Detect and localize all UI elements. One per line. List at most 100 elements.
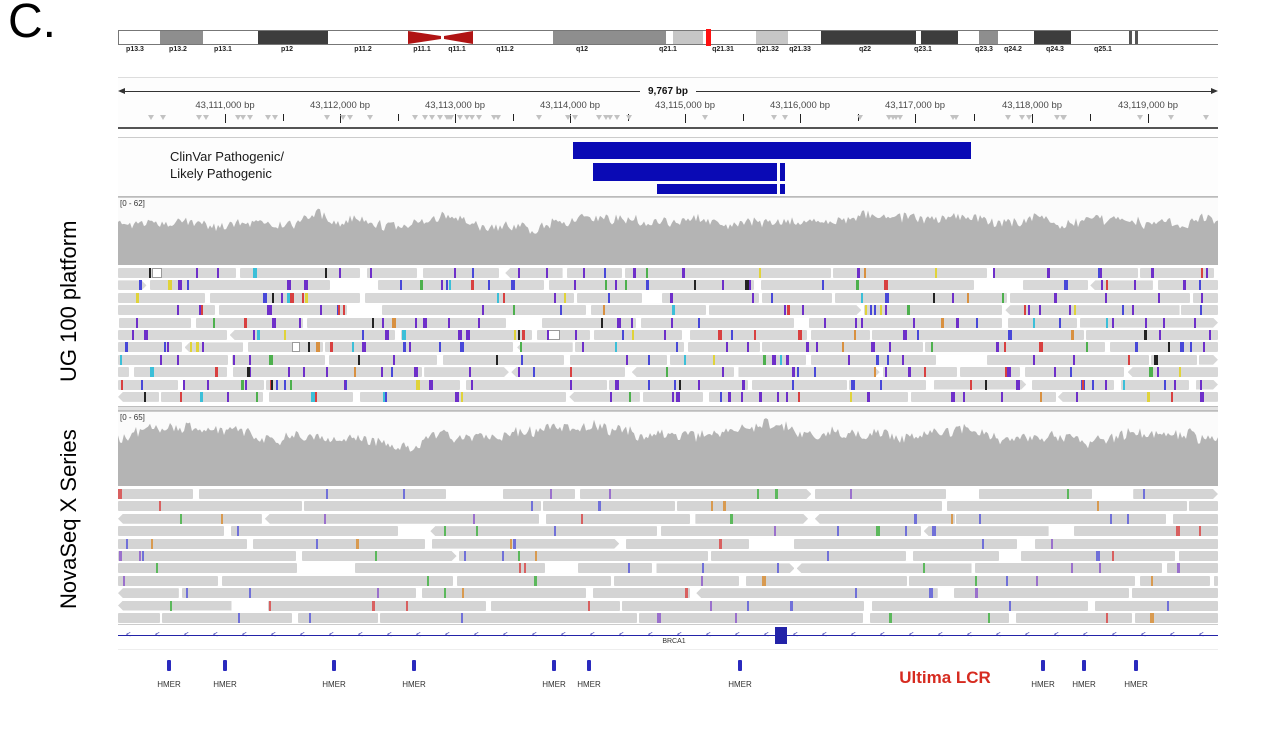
variant-tick xyxy=(912,317,915,328)
variant-tick xyxy=(995,342,1000,353)
strand-direction-arrow-icon: < xyxy=(1025,630,1030,639)
variant-tick xyxy=(597,501,602,512)
clinvar-variant-bar[interactable] xyxy=(573,142,971,159)
variant-tick xyxy=(290,292,294,303)
read-row xyxy=(118,526,1218,537)
read-row xyxy=(118,329,1218,340)
variant-triangle-icon xyxy=(535,115,542,120)
variant-tick xyxy=(774,489,779,499)
ruler-tick xyxy=(225,114,226,123)
variant-tick xyxy=(975,575,978,586)
ug-coverage-track[interactable]: [0 - 62] xyxy=(118,197,1218,265)
variant-tick xyxy=(1176,526,1180,537)
read-row xyxy=(118,489,1218,499)
chromosome-band[interactable] xyxy=(1132,31,1135,44)
read-segment xyxy=(184,342,244,353)
coverage-profile xyxy=(118,418,1218,486)
hmer-region-mark[interactable] xyxy=(1134,660,1138,671)
variant-tick xyxy=(1132,305,1135,316)
variant-tick xyxy=(1174,379,1177,390)
chromosome-band[interactable] xyxy=(328,31,408,44)
variant-tick xyxy=(248,588,251,599)
variant-tick xyxy=(1104,292,1107,303)
coordinate-label: 43,116,000 bp xyxy=(769,100,831,111)
gene-exon-box[interactable] xyxy=(775,627,787,644)
read-segment xyxy=(354,563,545,574)
hmer-region-mark[interactable] xyxy=(332,660,336,671)
variant-tick xyxy=(287,280,291,291)
variant-tick xyxy=(1085,342,1088,353)
variant-tick xyxy=(934,268,937,278)
read-segment xyxy=(1007,317,1078,328)
chromosome-band[interactable] xyxy=(203,31,258,44)
variant-tick xyxy=(569,379,572,390)
clinvar-track[interactable]: ClinVar Pathogenic/ Likely Pathogenic xyxy=(118,137,1218,197)
read-segment xyxy=(908,575,1136,586)
variant-tick xyxy=(477,317,480,328)
novaseq-coverage-track[interactable]: [0 - 65] xyxy=(118,411,1218,486)
variant-tick xyxy=(460,612,463,623)
chromosome-band[interactable] xyxy=(673,31,703,44)
chromosome-band[interactable] xyxy=(1135,31,1138,44)
chromosome-band[interactable] xyxy=(756,31,788,44)
variant-tick xyxy=(316,342,320,353)
variant-triangle-icon xyxy=(602,115,609,120)
chromosome-band[interactable] xyxy=(473,31,553,44)
hmer-lcr-annotation-track[interactable]: Ultima LCR HMER HMER HMER HMER HMER HMER HMER H… xyxy=(118,649,1218,700)
chromosome-band[interactable] xyxy=(711,31,756,44)
variant-tick xyxy=(574,329,577,340)
clinvar-bar-gap xyxy=(777,184,780,194)
read-segment xyxy=(1167,563,1218,574)
chromosome-band[interactable] xyxy=(553,31,666,44)
chromosome-band[interactable] xyxy=(119,31,160,44)
hmer-region-mark[interactable] xyxy=(738,660,742,671)
variant-tick xyxy=(521,354,524,365)
variant-tick xyxy=(524,563,527,574)
gene-annotation-track[interactable]: BRCA1 < < < < < < < < < < < < < < < < < < < < < < < < < < < < < < < < < <… xyxy=(118,624,1218,649)
chromosome-band[interactable] xyxy=(666,31,673,44)
variant-tick xyxy=(1009,600,1012,611)
chromosome-band[interactable] xyxy=(1138,31,1219,44)
variant-tick xyxy=(325,367,328,378)
chromosome-band[interactable] xyxy=(1034,31,1071,44)
read-segment xyxy=(1134,612,1218,623)
chromosome-band[interactable] xyxy=(1071,31,1129,44)
variant-tick xyxy=(581,342,584,353)
hmer-region-mark[interactable] xyxy=(552,660,556,671)
variant-tick xyxy=(1202,342,1205,353)
variant-tick xyxy=(453,268,456,278)
hmer-region-mark[interactable] xyxy=(1041,660,1045,671)
variant-triangle-icon xyxy=(595,115,602,120)
novaseq-reads-track[interactable] xyxy=(118,486,1218,624)
hmer-region-mark[interactable] xyxy=(412,660,416,671)
chromosome-band[interactable] xyxy=(160,31,203,44)
genome-ruler[interactable]: 9,767 bp 43,111,000 bp 43,112,000 bp 43,11… xyxy=(118,77,1218,129)
read-segment xyxy=(304,501,542,512)
variant-tick xyxy=(336,305,339,316)
chromosome-band[interactable] xyxy=(788,31,821,44)
chromosome-band[interactable] xyxy=(998,31,1034,44)
chromosome-band-label: q23.1 xyxy=(914,46,932,53)
chromosome-band[interactable] xyxy=(1129,31,1132,44)
chromosome-band-bar[interactable] xyxy=(118,29,1219,46)
hmer-region-mark[interactable] xyxy=(587,660,591,671)
chromosome-ideogram[interactable]: p13.3 p13.2 p13.1 p12 p11.2 p11.1 q11.1 q11.2 q1… xyxy=(118,29,1219,58)
strand-direction-arrow-icon: < xyxy=(1170,630,1175,639)
chromosome-band[interactable] xyxy=(921,31,958,44)
chromosome-band[interactable] xyxy=(821,31,916,44)
chromosome-band[interactable] xyxy=(958,31,979,44)
chromosome-band[interactable] xyxy=(979,31,998,44)
chromosome-band[interactable] xyxy=(258,31,328,44)
hmer-region-mark[interactable] xyxy=(1082,660,1086,671)
hmer-region-mark[interactable] xyxy=(167,660,171,671)
ug-reads-track[interactable] xyxy=(118,265,1218,406)
variant-tick xyxy=(240,379,245,390)
clinvar-variant-bar[interactable] xyxy=(657,184,785,194)
variant-tick xyxy=(645,280,650,291)
hmer-region-mark[interactable] xyxy=(223,660,227,671)
variant-tick xyxy=(553,292,556,303)
chromosome-band[interactable] xyxy=(916,31,921,44)
clinvar-variant-bar[interactable] xyxy=(593,163,785,181)
ruler-tick xyxy=(800,114,801,123)
read-segment xyxy=(265,379,461,390)
